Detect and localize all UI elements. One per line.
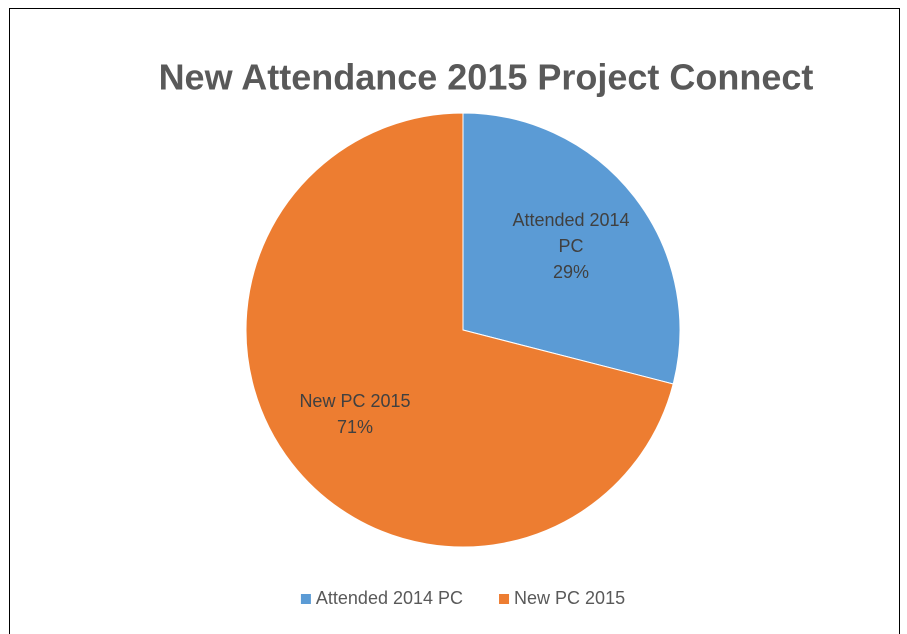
legend-label: New PC 2015: [514, 588, 625, 608]
data-label-value: 29%: [553, 262, 590, 283]
data-label-category: New PC 2015: [299, 390, 411, 411]
data-label: New PC 2015 71%: [285, 388, 425, 440]
pie-slice: [462, 112, 681, 385]
data-label: Attended 2014 PC 29%: [501, 207, 641, 285]
data-label-value: 71%: [336, 416, 373, 437]
chart-title: New Attendance 2015 Project Connect: [159, 57, 814, 98]
legend-label: Attended 2014 PC: [316, 588, 463, 608]
chart-border: [9, 8, 900, 634]
legend-swatch: [300, 594, 311, 604]
legend-swatch: [499, 594, 510, 604]
data-label-category: Attended 2014 PC: [512, 210, 630, 257]
pie-slice: [245, 112, 674, 548]
